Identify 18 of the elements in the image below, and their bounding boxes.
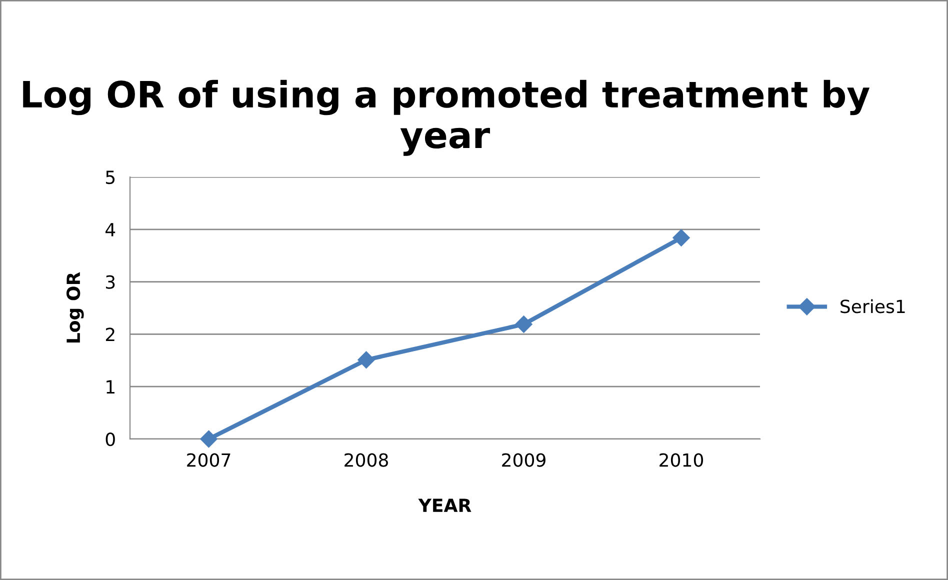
- chart-title: Log OR of using a promoted treatment by year: [23, 80, 870, 156]
- y-tick-label: 4: [106, 223, 116, 236]
- x-tick-label: 2007: [187, 453, 230, 467]
- point: [672, 229, 690, 246]
- point: [515, 316, 532, 333]
- point: [358, 351, 375, 368]
- x-axis-title: YEAR: [418, 498, 472, 512]
- x-tick-label: 2008: [344, 453, 388, 467]
- x-tick-label: 2009: [502, 453, 546, 467]
- y-tick-label: 5: [106, 170, 115, 184]
- x-tick-label: 2010: [660, 453, 704, 467]
- point: [200, 430, 218, 448]
- y-tick-label: 1: [106, 380, 114, 394]
- y-axis-title: Log OR: [66, 272, 84, 343]
- legend-label: Series1: [840, 299, 905, 314]
- y-tick-label: 0: [106, 432, 115, 446]
- y-tick-label: 2: [106, 328, 114, 342]
- y-tick-label: 3: [106, 275, 115, 289]
